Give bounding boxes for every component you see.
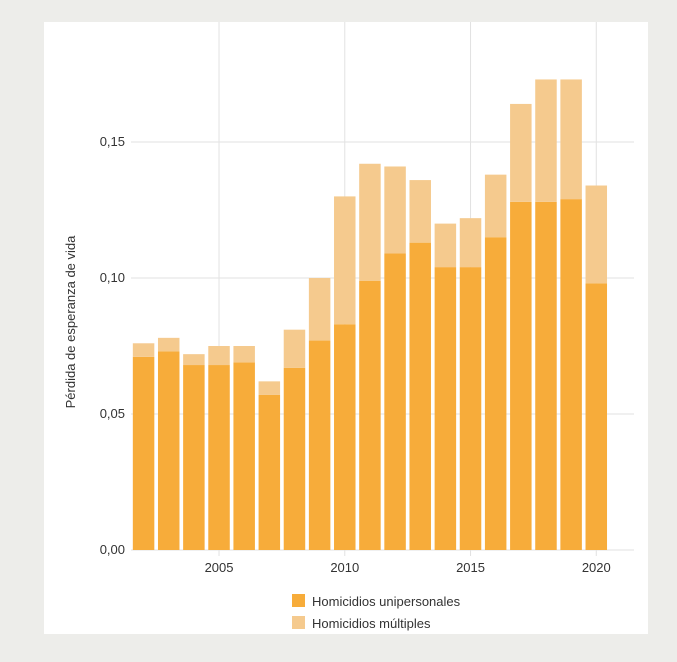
legend-swatch-unipersonales xyxy=(292,594,305,607)
bar-unipersonales xyxy=(484,237,507,550)
chart-panel: 0,00 0,05 0,10 0,15 2005 2010 2015 2020 Pérdida… xyxy=(44,22,648,634)
bar-unipersonales xyxy=(384,253,406,550)
bar-unipersonales xyxy=(183,365,205,550)
bar-multiples xyxy=(510,103,532,202)
bar-multiples xyxy=(484,174,507,238)
bar-multiples xyxy=(208,346,230,366)
bar-unipersonales xyxy=(560,199,582,550)
bar-multiples xyxy=(434,223,457,268)
bar-unipersonales xyxy=(233,362,255,550)
x-tick-label: 2020 xyxy=(582,560,611,575)
bar-unipersonales xyxy=(434,267,457,550)
chart-svg: 0,00 0,05 0,10 0,15 2005 2010 2015 2020 Pérdida… xyxy=(63,22,634,631)
x-tick-label: 2010 xyxy=(330,560,359,575)
legend: Homicidios unipersonales Homicidios múlt… xyxy=(292,594,461,631)
x-tick-label: 2015 xyxy=(456,560,485,575)
bar-unipersonales xyxy=(157,351,180,550)
y-tick-label: 0,00 xyxy=(100,542,125,557)
axes: 0,00 0,05 0,10 0,15 2005 2010 2015 2020 xyxy=(100,134,611,575)
bar-unipersonales xyxy=(535,201,557,550)
bar-unipersonales xyxy=(258,394,281,550)
bar-unipersonales xyxy=(132,356,155,550)
bar-multiples xyxy=(183,354,205,366)
x-tick-label: 2005 xyxy=(205,560,234,575)
bar-unipersonales xyxy=(510,201,532,550)
bar-unipersonales xyxy=(334,324,356,550)
bar-multiples xyxy=(535,79,557,202)
legend-label-multiples: Homicidios múltiples xyxy=(312,616,431,631)
bar-multiples xyxy=(409,180,431,243)
bar-unipersonales xyxy=(208,365,230,550)
bar-unipersonales xyxy=(359,280,381,550)
y-axis-title: Pérdida de esperanza de vida xyxy=(63,235,78,409)
bar-multiples xyxy=(258,381,281,395)
y-tick-label: 0,15 xyxy=(100,134,125,149)
legend-label-unipersonales: Homicidios unipersonales xyxy=(312,594,461,609)
grid-lines xyxy=(131,22,634,556)
bar-multiples xyxy=(359,163,381,281)
y-tick-label: 0,10 xyxy=(100,270,125,285)
bar-multiples xyxy=(157,337,180,352)
bar-multiples xyxy=(459,218,482,268)
bar-multiples xyxy=(384,166,406,254)
bar-multiples xyxy=(132,343,155,357)
bar-multiples xyxy=(560,79,582,200)
bars xyxy=(132,79,608,550)
bar-multiples xyxy=(283,329,306,368)
bar-unipersonales xyxy=(283,367,306,550)
bar-unipersonales xyxy=(459,267,482,550)
legend-swatch-multiples xyxy=(292,616,305,629)
bar-multiples xyxy=(585,185,608,284)
bar-multiples xyxy=(233,346,255,363)
bar-unipersonales xyxy=(308,340,331,550)
bar-unipersonales xyxy=(585,283,608,550)
bar-unipersonales xyxy=(409,242,431,550)
bar-multiples xyxy=(334,196,356,325)
bar-multiples xyxy=(308,278,331,341)
y-tick-label: 0,05 xyxy=(100,406,125,421)
